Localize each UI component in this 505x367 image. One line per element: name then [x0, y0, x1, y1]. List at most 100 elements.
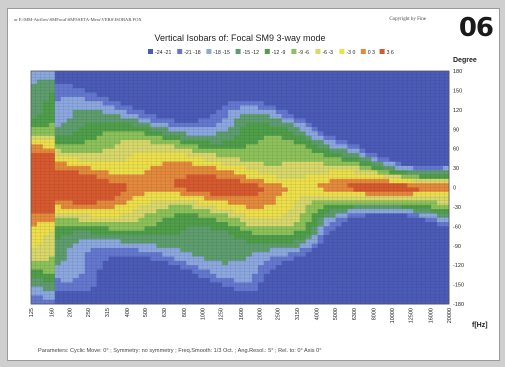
heatmap-cell: [174, 256, 181, 262]
heatmap-cell: [156, 252, 163, 257]
heatmap-cell: [305, 109, 313, 115]
heatmap-cell: [198, 187, 205, 193]
heatmap-cell: [395, 196, 402, 201]
heatmap-cell: [275, 247, 283, 253]
heatmap-cell: [395, 135, 402, 141]
heatmap-cell: [419, 291, 426, 296]
heatmap-cell: [281, 256, 289, 262]
heatmap-cell: [210, 144, 217, 150]
heatmap-cell: [222, 75, 229, 81]
heatmap-cell: [168, 101, 175, 106]
heatmap-cell: [240, 79, 247, 85]
heatmap-cell: [120, 79, 127, 85]
heatmap-cell: [234, 213, 241, 219]
heatmap-cell: [323, 122, 330, 128]
heatmap-cell: [108, 286, 115, 292]
heatmap-cell: [395, 109, 402, 115]
heatmap-cell: [245, 260, 253, 266]
heatmap-cell: [84, 239, 92, 244]
heatmap-cell: [395, 200, 402, 206]
heatmap-cell: [383, 273, 390, 279]
heatmap-cell: [359, 170, 366, 175]
heatmap-cell: [36, 75, 44, 81]
heatmap-cell: [48, 217, 56, 223]
heatmap-cell: [180, 174, 187, 180]
heatmap-cell: [228, 239, 235, 244]
heatmap-cell: [401, 234, 408, 240]
plot-area: [30, 70, 450, 305]
heatmap-cell: [395, 96, 402, 102]
heatmap-cell: [269, 282, 277, 288]
heatmap-cell: [96, 187, 104, 193]
heatmap-cell: [180, 75, 187, 81]
heatmap-cell: [192, 135, 199, 141]
plot-border: [30, 70, 450, 305]
heatmap-cell: [425, 265, 432, 270]
heatmap-cell: [114, 260, 121, 266]
heatmap-cell: [240, 269, 247, 275]
heatmap-cell: [72, 127, 80, 132]
heatmap-cell: [293, 88, 301, 93]
heatmap-cell: [293, 79, 301, 85]
heatmap-cell: [275, 144, 283, 150]
heatmap-cell: [108, 127, 115, 132]
heatmap-cell: [180, 191, 187, 197]
heatmap-cell: [102, 183, 110, 188]
heatmap-cell: [287, 114, 295, 119]
heatmap-cell: [198, 75, 205, 81]
heatmap-cell: [144, 252, 151, 257]
heatmap-cell: [371, 209, 378, 214]
heatmap-cell: [192, 131, 199, 137]
heatmap-cell: [269, 196, 277, 201]
heatmap-cell: [216, 252, 223, 257]
heatmap-cell: [36, 165, 44, 171]
heatmap-cell: [180, 114, 187, 119]
heatmap-cell: [90, 265, 98, 270]
heatmap-cell: [419, 152, 426, 158]
heatmap-cell: [365, 200, 372, 206]
heatmap-cell: [150, 105, 157, 111]
heatmap-cell: [54, 260, 62, 266]
heatmap-cell: [144, 217, 151, 223]
heatmap-cell: [210, 295, 217, 301]
heatmap-cell: [222, 165, 229, 171]
heatmap-cell: [36, 109, 44, 115]
heatmap-cell: [425, 79, 432, 85]
heatmap-cell: [293, 71, 301, 76]
heatmap-cell: [389, 152, 396, 158]
heatmap-cell: [156, 101, 163, 106]
heatmap-cell: [234, 135, 241, 141]
heatmap-cell: [407, 101, 414, 106]
y-tick-label: -180: [453, 302, 464, 308]
heatmap-cell: [281, 165, 289, 171]
heatmap-cell: [425, 157, 432, 163]
heatmap-cell: [90, 165, 98, 171]
heatmap-cell: [36, 196, 44, 201]
heatmap-cell: [287, 222, 295, 227]
heatmap-cell: [329, 75, 336, 81]
heatmap-cell: [395, 291, 402, 296]
heatmap-cell: [126, 144, 133, 150]
heatmap-cell: [275, 187, 283, 193]
heatmap-cell: [114, 75, 121, 81]
heatmap-cell: [419, 75, 426, 81]
heatmap-cell: [395, 269, 402, 275]
heatmap-cell: [234, 209, 241, 214]
heatmap-cell: [323, 273, 330, 279]
heatmap-cell: [353, 226, 360, 232]
heatmap-cell: [329, 200, 336, 206]
heatmap-cell: [144, 183, 151, 188]
heatmap-cell: [383, 260, 390, 266]
heatmap-cell: [245, 131, 253, 137]
heatmap-cell: [275, 196, 283, 201]
heatmap-cell: [275, 295, 283, 301]
heatmap-cell: [198, 122, 205, 128]
heatmap-cell: [228, 92, 235, 98]
heatmap-cell: [66, 83, 74, 89]
heatmap-cell: [263, 114, 271, 119]
heatmap-cell: [305, 131, 313, 137]
heatmap-cell: [359, 122, 366, 128]
heatmap-cell: [132, 165, 139, 171]
heatmap-cell: [281, 222, 289, 227]
heatmap-cell: [275, 105, 283, 111]
